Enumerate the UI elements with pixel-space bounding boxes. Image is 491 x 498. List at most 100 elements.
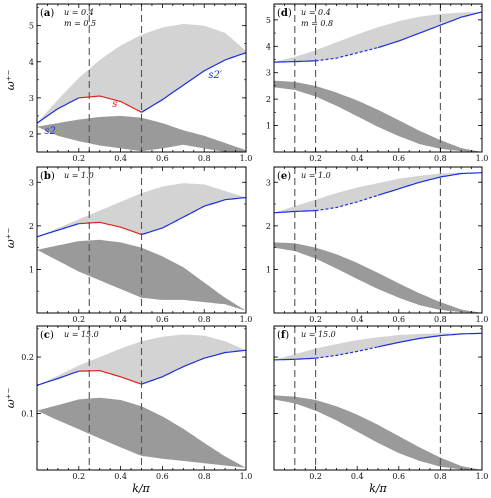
plot-area bbox=[274, 326, 482, 470]
x-tick-label: 1.0 bbox=[240, 472, 253, 481]
x-tick-label: 0.4 bbox=[114, 154, 127, 163]
bound-state-line-1 bbox=[315, 194, 379, 212]
x-tick-label: 1.0 bbox=[240, 154, 253, 163]
panel-label: (d) bbox=[277, 8, 292, 19]
bound-state-line-2 bbox=[377, 11, 482, 49]
x-tick-label: 0.8 bbox=[434, 472, 447, 481]
plot-area bbox=[274, 4, 482, 152]
x-tick-label: 1.0 bbox=[240, 315, 253, 324]
x-tick-label: 1.0 bbox=[476, 472, 489, 481]
y-axis-label-middle: ω⁺⁻ bbox=[4, 228, 17, 249]
x-tick-label: 0.4 bbox=[114, 315, 127, 324]
y-tick-label: 3 bbox=[266, 178, 271, 187]
x-tick-label: 0.8 bbox=[434, 315, 447, 324]
lower-continuum-band bbox=[274, 242, 482, 313]
x-tick-label: 0.2 bbox=[309, 315, 322, 324]
y-tick-label: 2 bbox=[29, 222, 34, 231]
panel-label: (f) bbox=[277, 330, 289, 341]
x-tick-label: 0.4 bbox=[351, 472, 364, 481]
parameter-text: u = 1.0 bbox=[301, 171, 331, 180]
plot-area bbox=[37, 4, 246, 152]
upper-continuum-band bbox=[37, 183, 246, 237]
parameter-text: u = 15.0 bbox=[301, 330, 336, 339]
x-tick-label: 0.2 bbox=[309, 154, 322, 163]
x-tick-label: 0.6 bbox=[156, 315, 169, 324]
panel-frame bbox=[273, 325, 483, 471]
y-tick-label: 3 bbox=[29, 94, 34, 103]
y-tick-label: 3 bbox=[266, 69, 271, 78]
bound-state-line-2 bbox=[377, 332, 482, 348]
parameter-text: u = 1.0 bbox=[64, 171, 94, 180]
upper-continuum-band bbox=[274, 172, 482, 213]
x-tick-label: 0.8 bbox=[434, 154, 447, 163]
panel-label: (c) bbox=[40, 330, 54, 341]
x-axis-label-right: k/π bbox=[369, 482, 387, 495]
x-tick-label: 0.2 bbox=[72, 315, 85, 324]
bound-state-line-1 bbox=[315, 47, 379, 62]
parameter-text: u = 15.0 bbox=[64, 330, 99, 339]
x-tick-label: 0.6 bbox=[392, 472, 405, 481]
lower-continuum-band bbox=[274, 80, 482, 152]
parameter-text: m = 0.8 bbox=[301, 19, 333, 28]
plot-area bbox=[37, 326, 246, 470]
y-tick-label: 3 bbox=[29, 178, 34, 187]
y-tick-label: 1 bbox=[266, 265, 271, 274]
y-tick-label: 2 bbox=[266, 95, 271, 104]
panel-label: (b) bbox=[40, 171, 55, 182]
x-tick-label: 1.0 bbox=[476, 315, 489, 324]
y-tick-label: 2 bbox=[29, 130, 34, 139]
bound-state-line-0 bbox=[37, 370, 80, 386]
x-tick-label: 0.6 bbox=[156, 472, 169, 481]
panel-e: 0.2 0.4 0.6 0.8 1.0 1 2 3 (e) u = 1.0 bbox=[266, 166, 489, 324]
x-tick-label: 0.4 bbox=[351, 154, 364, 163]
y-tick-label: 1 bbox=[266, 122, 271, 131]
bound-state-line-1 bbox=[315, 346, 379, 359]
y-tick-label: 5 bbox=[266, 16, 271, 25]
y-tick-label: 4 bbox=[266, 42, 271, 51]
panel-label: (a) bbox=[40, 8, 54, 19]
parameter-text: u = 0.4 bbox=[64, 8, 94, 17]
parameter-text: m = 0.5 bbox=[64, 19, 96, 28]
x-tick-label: 0.8 bbox=[198, 472, 211, 481]
y-axis-label-top: ω⁺⁻ bbox=[4, 70, 17, 91]
lower-continuum-band bbox=[274, 395, 482, 470]
x-tick-label: 0.6 bbox=[392, 154, 405, 163]
x-tick-label: 0.8 bbox=[198, 315, 211, 324]
y-tick-label: 4 bbox=[29, 58, 34, 67]
panel-a: 0.2 0.4 0.6 0.8 1.0 2 3 4 5 (a) u = 0.4 m = 0.5 s2 s s… bbox=[29, 3, 253, 163]
lower-continuum-band bbox=[37, 115, 246, 152]
x-tick-label: 1.0 bbox=[476, 154, 489, 163]
y-tick-label: 2 bbox=[266, 222, 271, 231]
x-tick-label: 0.2 bbox=[72, 472, 85, 481]
curve-annotation: s2′ bbox=[208, 70, 222, 81]
parameter-text: u = 0.4 bbox=[301, 8, 331, 17]
x-tick-label: 0.6 bbox=[156, 154, 169, 163]
panel-label: (e) bbox=[277, 171, 291, 182]
x-tick-label: 0.6 bbox=[392, 315, 405, 324]
y-tick-label: 5 bbox=[29, 22, 34, 31]
y-tick-label: 0.2 bbox=[21, 353, 34, 362]
curve-annotation: s2 bbox=[44, 126, 56, 137]
x-tick-label: 0.2 bbox=[309, 472, 322, 481]
upper-continuum-band bbox=[274, 11, 482, 63]
panel-b: 0.2 0.4 0.6 0.8 1.0 1 2 3 (b) u = 1.0 bbox=[29, 166, 253, 324]
bound-state-line-2 bbox=[141, 196, 246, 236]
y-axis-label-bottom: ω⁺⁻ bbox=[4, 388, 17, 409]
x-axis-label-left: k/π bbox=[132, 482, 150, 495]
bound-state-line-0 bbox=[37, 223, 79, 238]
plot-area bbox=[37, 167, 246, 313]
x-tick-label: 0.8 bbox=[198, 154, 211, 163]
y-tick-label: 0.1 bbox=[21, 410, 34, 419]
bound-state-line-2 bbox=[141, 349, 246, 385]
panel-f: 0.2 0.4 0.6 0.8 1.0 (f) u = 15.0 bbox=[273, 325, 489, 481]
bound-state-line-0 bbox=[37, 97, 80, 124]
bound-state-line-2 bbox=[377, 172, 482, 196]
curve-annotation: s bbox=[112, 99, 117, 110]
y-tick-label: 1 bbox=[29, 265, 34, 274]
bound-state-line-2 bbox=[141, 52, 246, 113]
panel-c: 0.2 0.4 0.6 0.8 1.0 0.1 0.2 (c) u = 15.0 bbox=[21, 325, 253, 481]
x-tick-label: 0.2 bbox=[72, 154, 85, 163]
plot-area bbox=[274, 167, 482, 313]
x-tick-label: 0.4 bbox=[114, 472, 127, 481]
